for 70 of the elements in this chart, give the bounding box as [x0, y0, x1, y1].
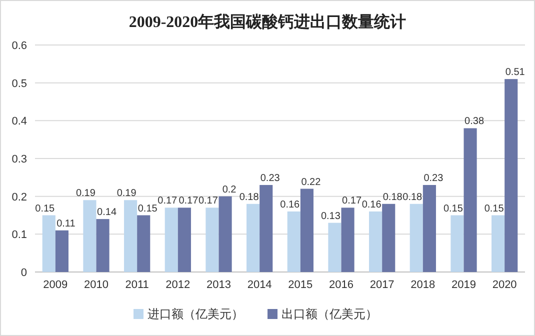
legend-label: 进口额（亿美元） — [148, 307, 244, 321]
y-tick-label: 0.6 — [12, 40, 27, 52]
y-tick-label: 0.1 — [12, 229, 27, 242]
bar — [300, 188, 314, 272]
data-label: 0.18 — [382, 192, 403, 203]
bar — [246, 204, 260, 272]
data-label: 0.19 — [116, 188, 137, 200]
chart-title: 2009-2020年我国碳酸钙进出口数量统计 — [128, 13, 406, 31]
bar — [328, 222, 342, 272]
data-label: 0.2 — [222, 184, 237, 196]
data-label: 0.16 — [362, 199, 382, 210]
data-label: 0.15 — [138, 203, 158, 214]
data-label: 0.13 — [320, 210, 341, 222]
x-tick-label: 2013 — [206, 279, 231, 291]
x-tick-label: 2020 — [492, 279, 517, 291]
data-label: 0.17 — [178, 196, 199, 207]
legend-label: 出口额（亿美元） — [282, 307, 378, 321]
data-label: 0.51 — [505, 67, 526, 78]
bar — [83, 200, 96, 272]
data-label: 0.11 — [56, 218, 76, 230]
bar — [422, 184, 436, 272]
data-label: 0.23 — [424, 172, 444, 184]
bar — [260, 184, 273, 272]
bar — [164, 208, 178, 272]
x-tick-label: 2014 — [247, 279, 272, 291]
data-label: 0.15 — [484, 203, 504, 214]
x-tick-label: 2011 — [125, 279, 149, 291]
y-tick-label: 0 — [20, 267, 27, 279]
data-label: 0.22 — [301, 176, 322, 188]
bar — [206, 208, 219, 272]
bar — [492, 215, 505, 272]
y-tick-label: 0.3 — [12, 154, 27, 166]
bar — [178, 208, 191, 272]
bar — [341, 208, 354, 272]
data-label: 0.14 — [97, 207, 117, 218]
data-label: 0.15 — [443, 203, 464, 214]
data-label: 0.17 — [158, 196, 178, 207]
bar — [410, 204, 423, 272]
data-label: 0.23 — [260, 172, 280, 184]
x-tick-label: 2010 — [84, 279, 108, 291]
data-label: 0.18 — [402, 192, 423, 203]
y-tick-label: 0.5 — [12, 78, 27, 90]
data-label: 0.16 — [280, 199, 300, 210]
bar — [218, 196, 232, 272]
bar — [464, 128, 477, 272]
x-tick-label: 2019 — [452, 279, 476, 291]
x-tick-label: 2017 — [370, 279, 394, 291]
x-tick-label: 2012 — [166, 279, 190, 291]
x-tick-label: 2009 — [43, 279, 68, 291]
bar — [42, 215, 56, 272]
y-tick-label: 0.2 — [12, 191, 27, 204]
x-tick-label: 2015 — [288, 279, 313, 291]
x-tick-label: 2018 — [410, 279, 436, 291]
bar — [504, 79, 518, 272]
bar — [124, 200, 138, 272]
bar — [96, 219, 110, 272]
bar — [287, 211, 300, 272]
bar — [382, 204, 396, 272]
bar — [369, 211, 382, 272]
data-label: 0.18 — [239, 192, 260, 203]
data-label: 0.19 — [76, 188, 96, 200]
data-label: 0.17 — [342, 196, 362, 207]
x-tick-label: 2016 — [329, 279, 354, 291]
y-tick-label: 0.4 — [12, 116, 27, 128]
data-label: 0.17 — [198, 196, 218, 207]
bar — [137, 215, 150, 272]
data-label: 0.38 — [464, 116, 484, 128]
data-label: 0.15 — [35, 203, 56, 214]
bar — [450, 215, 464, 272]
bar — [55, 230, 68, 272]
